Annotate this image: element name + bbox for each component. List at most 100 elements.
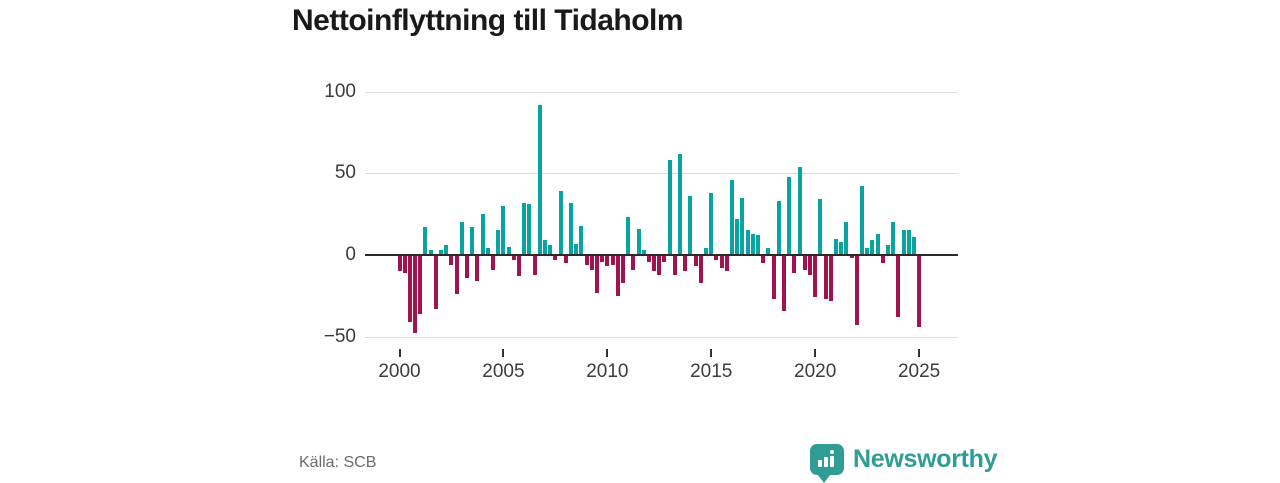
bar bbox=[413, 255, 418, 334]
bar bbox=[620, 255, 625, 283]
y-axis-tick-label: 100 bbox=[324, 80, 356, 102]
bar bbox=[532, 255, 537, 275]
bar bbox=[600, 255, 605, 262]
gridline bbox=[365, 336, 958, 338]
bar bbox=[402, 255, 407, 273]
bar bbox=[548, 245, 553, 255]
bar bbox=[397, 255, 402, 272]
bar bbox=[787, 176, 792, 255]
logo-bar-icon bbox=[830, 455, 834, 467]
gridline bbox=[365, 91, 958, 93]
bar bbox=[761, 255, 766, 264]
bar bbox=[828, 255, 833, 301]
bar bbox=[683, 255, 688, 272]
y-axis-tick-label: 50 bbox=[334, 162, 356, 184]
bar bbox=[833, 238, 838, 255]
bar bbox=[756, 235, 761, 255]
bar bbox=[766, 248, 771, 255]
x-axis-tick bbox=[398, 349, 401, 357]
bar bbox=[776, 201, 781, 255]
bar bbox=[740, 197, 745, 255]
bar bbox=[917, 255, 922, 327]
bar bbox=[537, 104, 542, 255]
bar bbox=[496, 230, 501, 255]
bar bbox=[465, 255, 470, 278]
newsworthy-logo: Newsworthy bbox=[810, 440, 998, 483]
bar bbox=[797, 166, 802, 255]
bar bbox=[542, 240, 547, 255]
newsworthy-logo-text: Newsworthy bbox=[853, 444, 998, 473]
bar bbox=[418, 255, 423, 314]
bar bbox=[709, 192, 714, 255]
bar bbox=[823, 255, 828, 300]
bar bbox=[652, 255, 657, 272]
source-caption: Källa: SCB bbox=[299, 454, 377, 471]
x-axis-tick bbox=[502, 349, 505, 357]
bar bbox=[605, 255, 610, 267]
bar bbox=[859, 186, 864, 255]
bar bbox=[911, 237, 916, 255]
bar bbox=[589, 255, 594, 270]
bar bbox=[615, 255, 620, 296]
bar bbox=[698, 255, 703, 283]
bar bbox=[875, 233, 880, 255]
gridline bbox=[365, 173, 958, 175]
bar bbox=[724, 255, 729, 272]
bar bbox=[891, 222, 896, 255]
bar bbox=[444, 245, 449, 255]
bar bbox=[485, 248, 490, 255]
bar bbox=[719, 255, 724, 269]
x-axis-tick bbox=[918, 349, 921, 357]
bar bbox=[527, 204, 532, 255]
bar bbox=[511, 255, 516, 260]
y-axis-tick-label: −50 bbox=[323, 325, 356, 347]
bar bbox=[439, 250, 444, 255]
bar bbox=[491, 255, 496, 270]
bar bbox=[667, 160, 672, 255]
bar bbox=[771, 255, 776, 300]
x-axis-tick-label: 2005 bbox=[482, 361, 525, 382]
bar bbox=[454, 255, 459, 295]
bar bbox=[506, 246, 511, 255]
bar bbox=[782, 255, 786, 311]
bar bbox=[662, 255, 667, 262]
bar bbox=[818, 199, 823, 255]
bar bbox=[688, 196, 693, 255]
bar bbox=[579, 225, 584, 255]
bar bbox=[672, 255, 677, 275]
bar bbox=[813, 255, 818, 298]
zero-line bbox=[365, 254, 958, 256]
bar bbox=[475, 255, 480, 282]
y-axis-labels: 100 50 0 −50 bbox=[298, 81, 356, 360]
bar bbox=[470, 227, 475, 255]
bar bbox=[844, 222, 849, 255]
x-axis-tick bbox=[710, 349, 713, 357]
x-axis-tick-label: 2000 bbox=[378, 361, 421, 382]
bar bbox=[704, 248, 709, 255]
bar bbox=[839, 241, 844, 255]
x-axis-tick bbox=[814, 349, 817, 357]
bar bbox=[558, 191, 563, 255]
logo-dot-icon bbox=[830, 449, 834, 454]
bar bbox=[896, 255, 901, 318]
bar bbox=[693, 255, 698, 267]
bar bbox=[885, 245, 890, 255]
bar bbox=[501, 205, 506, 255]
logo-bar-icon bbox=[818, 459, 822, 467]
bar bbox=[610, 255, 615, 265]
bar bbox=[631, 255, 636, 270]
bar bbox=[568, 202, 573, 255]
bar bbox=[563, 255, 568, 264]
bar bbox=[584, 255, 589, 265]
x-axis-tick-label: 2015 bbox=[690, 361, 733, 382]
bar bbox=[865, 248, 870, 255]
newsworthy-logo-icon bbox=[810, 443, 844, 483]
bar bbox=[750, 233, 755, 255]
bar bbox=[657, 255, 662, 275]
bar bbox=[594, 255, 599, 293]
x-axis-tick-label: 2025 bbox=[897, 361, 941, 382]
bar bbox=[901, 230, 906, 255]
bar bbox=[459, 222, 464, 255]
logo-bar-icon bbox=[824, 456, 828, 467]
